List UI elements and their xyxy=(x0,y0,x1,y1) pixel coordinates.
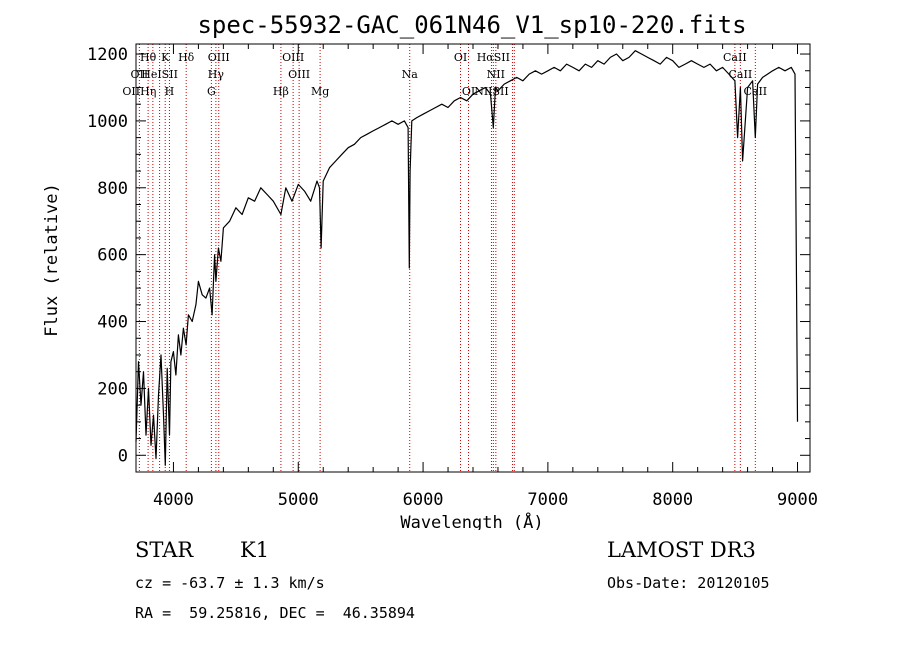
object-subclass: K1 xyxy=(240,538,270,562)
y-tick-label: 400 xyxy=(97,313,128,333)
spectral-line-label: Hθ xyxy=(140,51,157,64)
y-axis-ticks: 0 200 400 600 800 1000 1200 xyxy=(87,45,810,466)
spectral-line-label: H xyxy=(165,85,175,98)
object-class: STAR xyxy=(135,538,194,562)
spectral-line-label: NIISII xyxy=(474,85,509,98)
x-axis-label: Wavelength (Å) xyxy=(400,511,543,530)
spectral-line-label: OIII xyxy=(208,51,230,64)
spectral-line-label: CaII xyxy=(729,68,753,81)
spectral-line-label: K xyxy=(161,51,170,64)
spectral-line-label: OIII xyxy=(288,68,310,81)
spectral-line-label: CaII xyxy=(743,85,767,98)
spectral-line-label: G xyxy=(207,85,216,98)
x-tick-label: 5000 xyxy=(278,490,319,510)
spectral-line-label: Hδ xyxy=(178,51,195,64)
spectral-line-label: HeISII xyxy=(141,68,178,81)
flux-line xyxy=(135,50,799,466)
spectral-line-markers xyxy=(138,44,756,472)
spectral-line-label: OI xyxy=(454,51,467,64)
y-tick-label: 600 xyxy=(97,246,128,266)
x-tick-label: 7000 xyxy=(527,490,568,510)
spectral-line-label: OIIHη xyxy=(122,85,156,98)
y-tick-label: 800 xyxy=(97,179,128,199)
observation-date: Obs-Date: 20120105 xyxy=(607,574,770,592)
y-tick-label: 1000 xyxy=(87,112,128,132)
y-tick-label: 1200 xyxy=(87,45,128,65)
chart-title: spec-55932-GAC_061N46_V1_sp10-220.fits xyxy=(197,11,746,39)
spectral-line-label: Na xyxy=(402,68,419,81)
x-tick-label: 4000 xyxy=(153,490,194,510)
x-tick-label: 9000 xyxy=(777,490,818,510)
flux-series xyxy=(135,50,799,466)
spectral-line-label: CaII xyxy=(723,51,747,64)
spectral-line-label: Hβ xyxy=(273,85,289,98)
y-tick-label: 200 xyxy=(97,379,128,399)
spectral-line-label: Mg xyxy=(311,85,329,98)
spectrum-chart: spec-55932-GAC_061N46_V1_sp10-220.fits H… xyxy=(42,11,818,530)
x-tick-label: 6000 xyxy=(403,490,444,510)
spectral-line-label: HαSII xyxy=(477,51,510,64)
spectral-line-label: NII xyxy=(487,68,505,81)
redshift-velocity: cz = -63.7 ± 1.3 km/s xyxy=(135,574,325,592)
x-axis-ticks: 4000 5000 6000 7000 8000 9000 xyxy=(153,44,818,510)
spectral-line-label: OI xyxy=(462,85,475,98)
plot-frame xyxy=(135,43,811,473)
spectral-line-label: OII xyxy=(131,68,149,81)
x-tick-label: 8000 xyxy=(652,490,693,510)
spectral-line-label: OIII xyxy=(282,51,304,64)
y-tick-label: 0 xyxy=(118,446,128,466)
coordinates: RA = 59.25816, DEC = 46.35894 xyxy=(135,604,415,622)
survey-name: LAMOST DR3 xyxy=(607,538,756,562)
y-axis-label: Flux (relative) xyxy=(42,183,62,337)
spectral-line-label: Hγ xyxy=(208,68,225,81)
